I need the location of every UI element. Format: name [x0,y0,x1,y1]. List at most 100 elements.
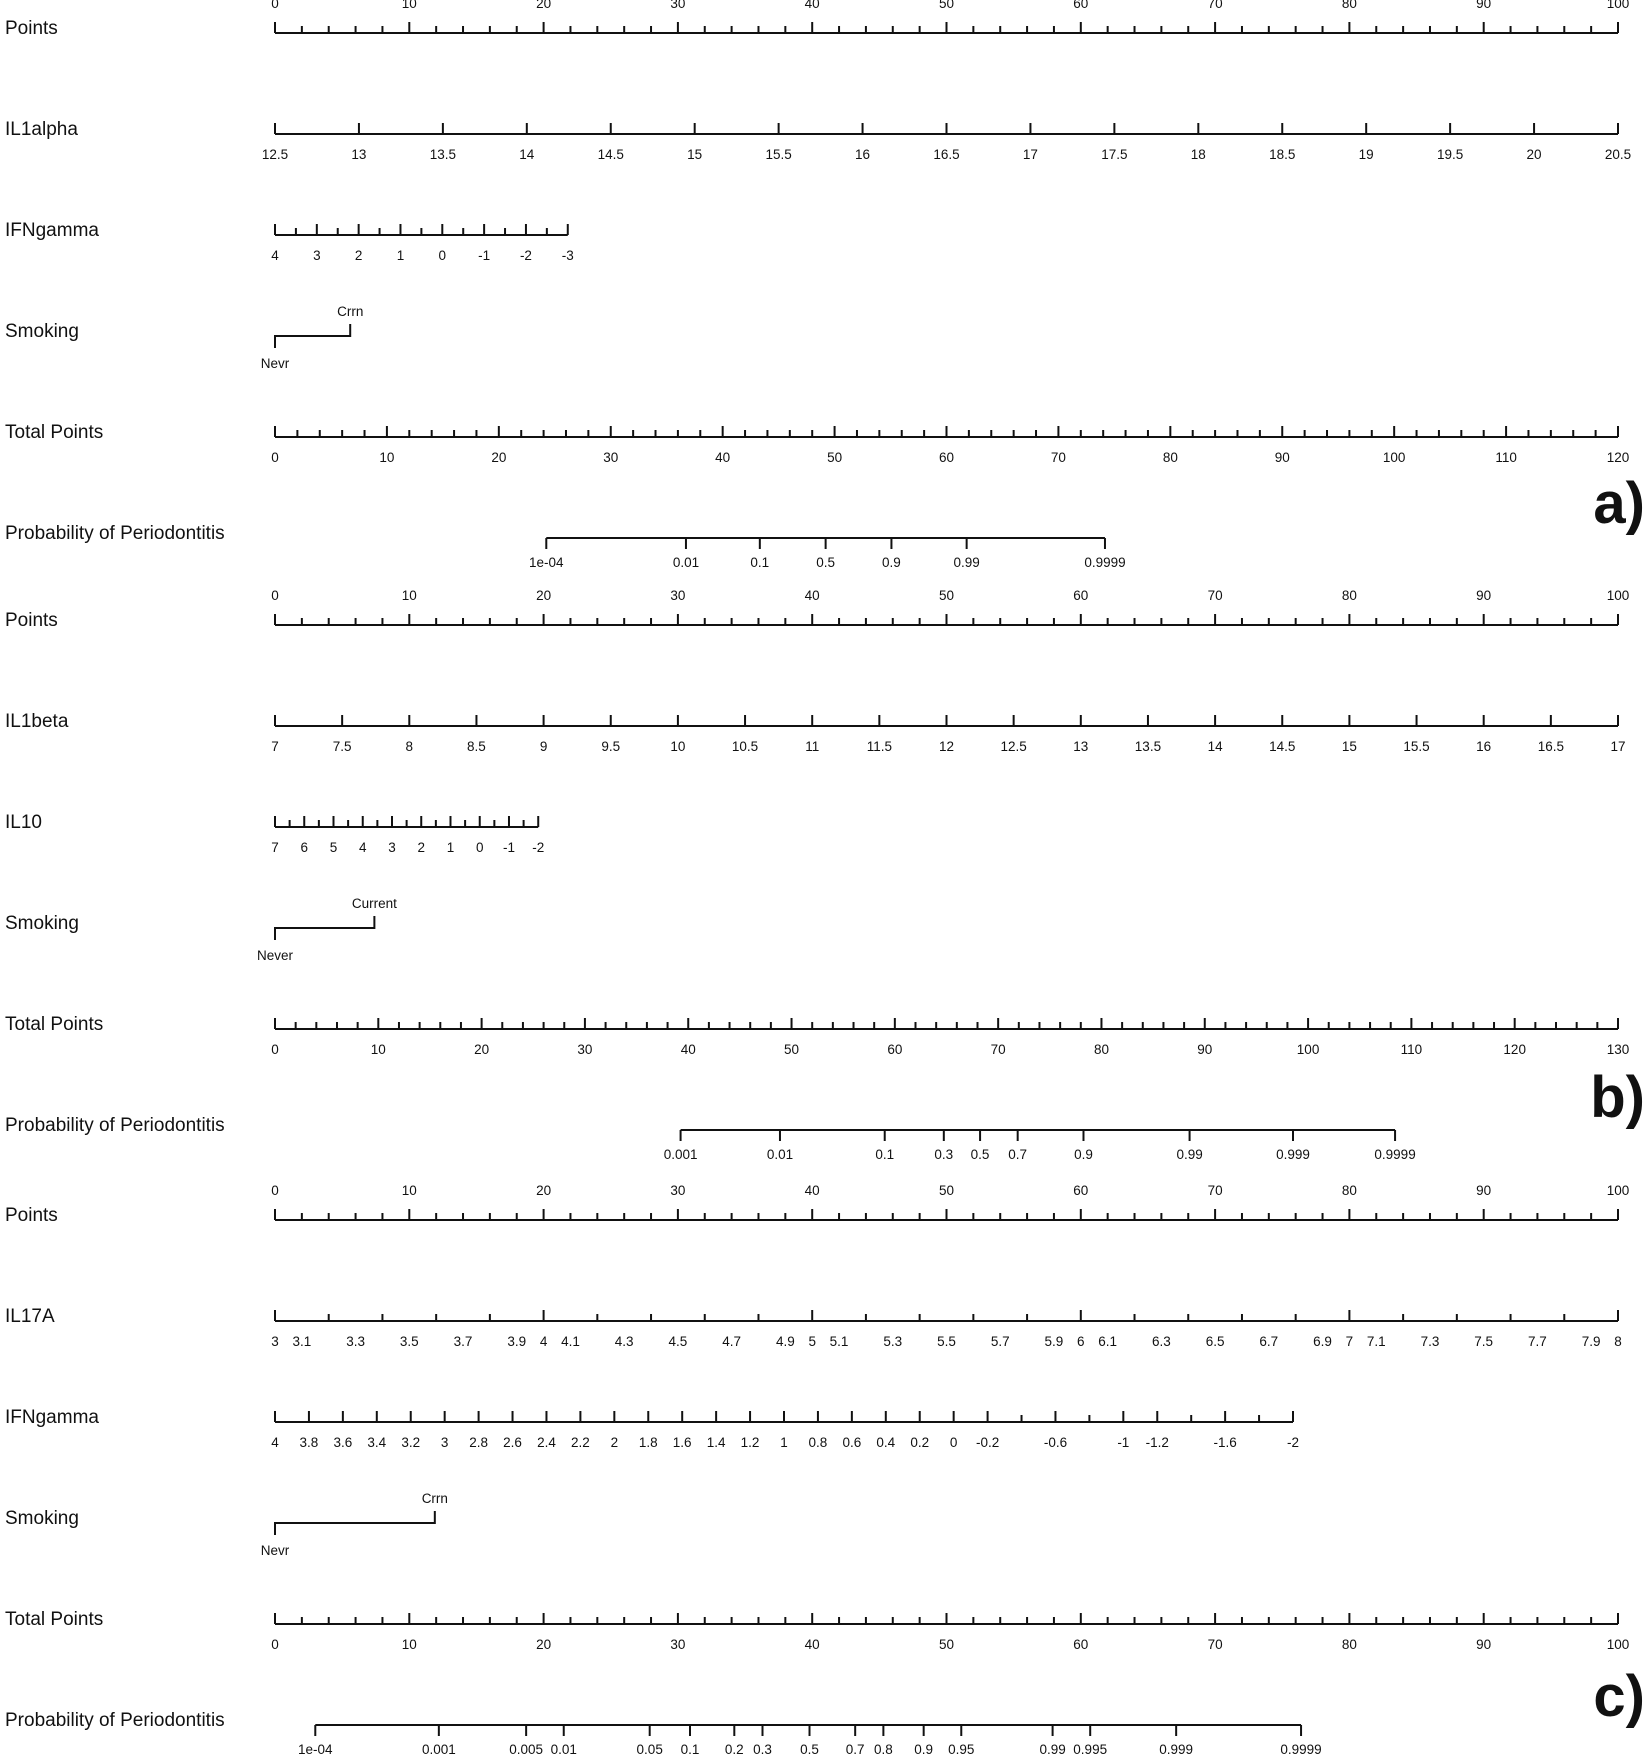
tick-label: 20 [536,1637,551,1652]
tick-label: 4.1 [561,1334,580,1349]
tick-label: 120 [1607,450,1630,465]
tick-label: 90 [1476,588,1491,603]
row-label: IFNgamma [5,1407,99,1428]
row-label: Total Points [5,1014,103,1035]
tick-label: 60 [1073,1183,1088,1198]
tick-label: 4.7 [722,1334,741,1349]
nomogram-row: Smoking Nevr Crrn [5,1491,448,1558]
tick-label: 7.3 [1421,1334,1440,1349]
tick-label: 80 [1342,1183,1357,1198]
tick-label: 2 [355,248,363,263]
row-label: Probability of Periodontitis [5,523,225,544]
tick-label: 0.5 [971,1147,990,1162]
tick-label: 4.9 [776,1334,795,1349]
tick-label: 1e-04 [298,1742,333,1756]
tick-label: 0.8 [809,1435,828,1450]
tick-label: 1.4 [707,1435,726,1450]
row-label: IL17A [5,1306,55,1327]
tick-label: 0 [271,1183,279,1198]
tick-label: 60 [1073,1637,1088,1652]
tick-label: 0 [271,1637,279,1652]
tick-label: 7.5 [333,739,352,754]
tick-label: 70 [1051,450,1066,465]
tick-label: 0.99 [954,555,980,570]
row-label: Smoking [5,321,79,342]
tick-label: -2 [520,248,532,263]
tick-label: 0.8 [874,1742,893,1756]
tick-label: 2.8 [469,1435,488,1450]
tick-label: 60 [939,450,954,465]
tick-label: 110 [1401,1042,1423,1057]
tick-label: 80 [1342,1637,1357,1652]
tick-label: 0.001 [422,1742,456,1756]
tick-label: 70 [1208,1637,1223,1652]
nomogram-row: IFNgamma 4 3 2 1 0 -1 -2 -3 [5,220,574,263]
tick-label: 40 [805,0,820,11]
tick-label: 16.5 [933,147,959,162]
category-label: Current [352,896,397,911]
tick-label: 20 [536,0,551,11]
tick-label: 6 [1077,1334,1085,1349]
tick-label: 3.8 [300,1435,319,1450]
tick-label: -2 [1287,1435,1299,1450]
tick-label: 0.9999 [1084,555,1125,570]
tick-label: 16.5 [1538,739,1564,754]
tick-label: -1 [478,248,490,263]
tick-label: 1.2 [741,1435,760,1450]
tick-label: 14 [519,147,535,162]
tick-label: 4 [271,248,279,263]
nomogram-row: Smoking Nevr Crrn [5,304,363,371]
tick-label: 14.5 [598,147,624,162]
tick-label: 0.05 [637,1742,663,1756]
tick-label: 3.7 [454,1334,473,1349]
tick-label: 10 [379,450,394,465]
row-label: Smoking [5,1508,79,1529]
tick-label: 0.5 [816,555,835,570]
tick-label: 4 [271,1435,279,1450]
tick-label: 30 [603,450,618,465]
nomogram-row: IL17A 3 3.1 3.3 3.5 3.7 3.9 4 4.1 4.3 4.5 4.7 4.9 5 5.… [5,1306,1622,1349]
nomogram-row: Probability of Periodontitis 0.001 0.01 0.1… [5,1115,1416,1162]
category-label: Nevr [261,1543,290,1558]
tick-label: 6.3 [1152,1334,1171,1349]
tick-label: 5.3 [883,1334,902,1349]
tick-label: 30 [670,588,685,603]
tick-label: 0.01 [767,1147,793,1162]
tick-label: 17 [1023,147,1038,162]
tick-label: 6.7 [1259,1334,1278,1349]
tick-label: 8 [406,739,414,754]
tick-label: 5.7 [991,1334,1010,1349]
tick-label: 6.9 [1313,1334,1332,1349]
nomogram-row: Points 0 10 20 30 40 50 60 70 80 90 100 [5,1183,1629,1226]
tick-label: 13 [1073,739,1088,754]
tick-label: 9.5 [601,739,620,754]
tick-label: 17 [1610,739,1625,754]
tick-label: 16 [855,147,870,162]
tick-label: 6 [300,840,308,855]
nomogram-row: Probability of Periodontitis 1e-04 0.01 0.1… [5,523,1126,570]
tick-label: -1 [1117,1435,1129,1450]
nomogram-row: Total Points 0 10 20 30 40 50 60 70 80 90 100 110 120… [5,1014,1629,1057]
tick-label: -2 [532,840,544,855]
tick-label: 40 [715,450,730,465]
tick-label: 18.5 [1269,147,1295,162]
row-label: IL1alpha [5,119,78,140]
category-bracket [274,1511,436,1535]
tick-label: 90 [1197,1042,1212,1057]
tick-label: 120 [1503,1042,1526,1057]
tick-label: 1 [447,840,455,855]
tick-label: 0.2 [910,1435,929,1450]
row-label: Points [5,610,58,631]
row-label: IL10 [5,812,42,833]
tick-label: 20 [1527,147,1542,162]
nomogram-row: IL10 7 6 5 4 3 2 1 0 -1 -2 [5,812,544,855]
tick-label: 2.2 [571,1435,590,1450]
tick-label: 80 [1342,0,1357,11]
tick-label: 70 [1208,0,1223,11]
tick-label: 0.9999 [1280,1742,1321,1756]
tick-label: 3.4 [367,1435,386,1450]
tick-label: 100 [1607,1183,1630,1198]
tick-label: 0 [271,450,279,465]
